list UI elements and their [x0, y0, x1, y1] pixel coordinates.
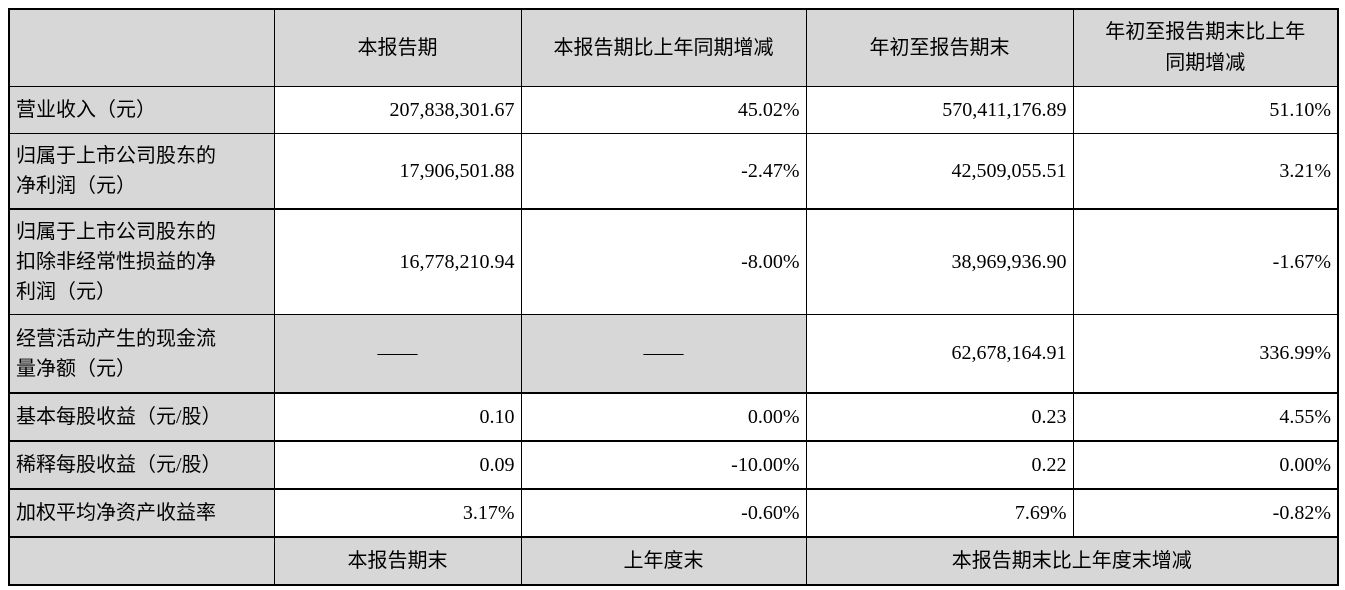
header-cell-current-period: 本报告期 [273, 8, 522, 87]
value-current: 17,906,501.88 [273, 133, 522, 210]
value-current-yoy: 45.02% [520, 86, 807, 134]
row-label: 经营活动产生的现金流 量净额（元） [8, 314, 275, 394]
footer-row: 本报告期末 上年度末 本报告期末比上年度末增减 [8, 536, 1339, 586]
table-row-operating-cash-flow: 经营活动产生的现金流 量净额（元） —— —— 62,678,164.91 33… [8, 314, 1339, 394]
value-current-yoy: -2.47% [520, 133, 807, 210]
footer-cell-change: 本报告期末比上年度末增减 [805, 536, 1339, 586]
value-ytd: 570,411,176.89 [805, 86, 1074, 134]
table-row-basic-eps: 基本每股收益（元/股） 0.10 0.00% 0.23 4.55% [8, 392, 1339, 442]
table-row-revenue: 营业收入（元） 207,838,301.67 45.02% 570,411,17… [8, 86, 1339, 134]
value-ytd: 42,509,055.51 [805, 133, 1074, 210]
footer-cell-prev-year-end: 上年度末 [520, 536, 807, 586]
value-ytd-yoy: -0.82% [1072, 488, 1339, 538]
header-cell-empty [8, 8, 275, 87]
value-current: 207,838,301.67 [273, 86, 522, 134]
row-label: 基本每股收益（元/股） [8, 392, 275, 442]
value-current-yoy: -10.00% [520, 440, 807, 490]
footer-cell-empty [8, 536, 275, 586]
value-current: 0.10 [273, 392, 522, 442]
row-label: 归属于上市公司股东的 净利润（元） [8, 133, 275, 210]
value-ytd-yoy: 51.10% [1072, 86, 1339, 134]
value-ytd-yoy: 3.21% [1072, 133, 1339, 210]
table-row-diluted-eps: 稀释每股收益（元/股） 0.09 -10.00% 0.22 0.00% [8, 440, 1339, 490]
value-current-dash: —— [273, 314, 522, 394]
row-label: 稀释每股收益（元/股） [8, 440, 275, 490]
table-row-weighted-avg-roe: 加权平均净资产收益率 3.17% -0.60% 7.69% -0.82% [8, 488, 1339, 538]
value-current-yoy: -0.60% [520, 488, 807, 538]
table-row-net-profit: 归属于上市公司股东的 净利润（元） 17,906,501.88 -2.47% 4… [8, 133, 1339, 210]
value-ytd: 0.23 [805, 392, 1074, 442]
header-cell-ytd-yoy: 年初至报告期末比上年 同期增减 [1072, 8, 1339, 87]
table-row-net-profit-deducted: 归属于上市公司股东的 扣除非经常性损益的净 利润（元） 16,778,210.9… [8, 208, 1339, 315]
value-current: 3.17% [273, 488, 522, 538]
value-current-yoy: 0.00% [520, 392, 807, 442]
row-label: 加权平均净资产收益率 [8, 488, 275, 538]
header-row: 本报告期 本报告期比上年同期增减 年初至报告期末 年初至报告期末比上年 同期增减 [8, 8, 1339, 87]
value-ytd-yoy: 4.55% [1072, 392, 1339, 442]
financial-summary-table: 本报告期 本报告期比上年同期增减 年初至报告期末 年初至报告期末比上年 同期增减… [8, 8, 1339, 586]
value-current: 16,778,210.94 [273, 208, 522, 315]
header-cell-ytd: 年初至报告期末 [805, 8, 1074, 87]
value-ytd: 7.69% [805, 488, 1074, 538]
value-ytd-yoy: 336.99% [1072, 314, 1339, 394]
row-label: 归属于上市公司股东的 扣除非经常性损益的净 利润（元） [8, 208, 275, 315]
value-ytd-yoy: -1.67% [1072, 208, 1339, 315]
value-ytd: 0.22 [805, 440, 1074, 490]
footer-cell-period-end: 本报告期末 [273, 536, 522, 586]
value-current-yoy: -8.00% [520, 208, 807, 315]
row-label: 营业收入（元） [8, 86, 275, 134]
value-ytd-yoy: 0.00% [1072, 440, 1339, 490]
value-current-yoy-dash: —— [520, 314, 807, 394]
value-current: 0.09 [273, 440, 522, 490]
value-ytd: 38,969,936.90 [805, 208, 1074, 315]
value-ytd: 62,678,164.91 [805, 314, 1074, 394]
header-cell-current-period-yoy: 本报告期比上年同期增减 [520, 8, 807, 87]
